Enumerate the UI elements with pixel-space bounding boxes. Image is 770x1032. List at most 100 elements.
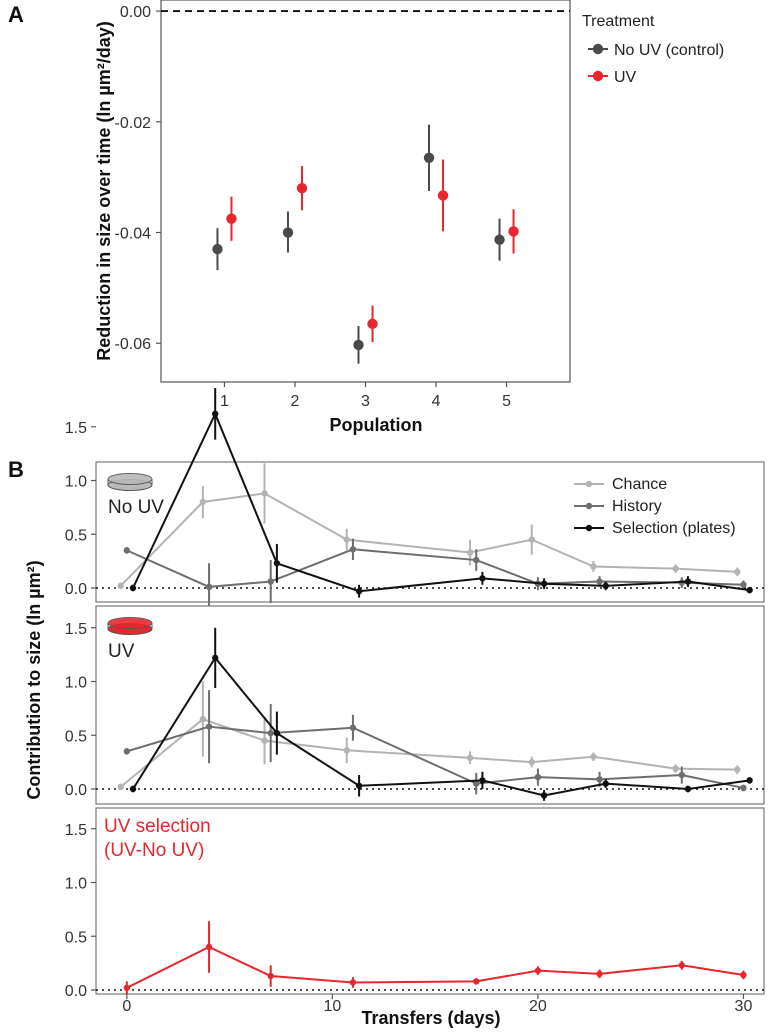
data-point <box>205 583 213 591</box>
legend-label: Selection (plates) <box>612 520 736 537</box>
data-point <box>596 578 603 585</box>
data-point <box>205 943 213 951</box>
y-tick-label: 1.0 <box>65 675 87 692</box>
data-point <box>734 766 741 773</box>
data-point <box>740 971 747 979</box>
data-point <box>473 978 480 985</box>
data-point <box>355 588 363 595</box>
data-point <box>672 565 679 572</box>
data-point <box>746 586 753 594</box>
data-point <box>123 547 131 554</box>
data-point <box>355 782 363 789</box>
data-point <box>540 792 548 799</box>
data-point <box>123 984 131 992</box>
panel-b-letter: B <box>8 457 24 482</box>
data-point <box>672 765 679 772</box>
y-tick-label: -0.04 <box>115 226 152 243</box>
data-point <box>596 970 603 978</box>
facet-frame <box>95 461 765 603</box>
data-point <box>494 234 505 245</box>
data-point <box>540 580 548 587</box>
data-point <box>746 777 753 784</box>
data-point <box>212 243 223 255</box>
data-point <box>466 549 474 556</box>
facet: 0.0 0.5 1.0 1.5 UV <box>65 605 765 805</box>
data-point <box>261 737 268 744</box>
data-point <box>205 723 213 730</box>
panel-a-letter: A <box>8 2 24 27</box>
x-tick-label: 20 <box>529 998 547 1015</box>
data-point <box>349 724 357 731</box>
facet-frame <box>95 807 765 995</box>
legend-dot <box>592 70 604 82</box>
data-point <box>678 771 685 779</box>
legend-label: Chance <box>612 476 667 493</box>
panel-a: 0.00 -0.02 -0.04 -0.06 1 2 3 4 5 Reduction in si… <box>94 0 724 435</box>
data-point <box>123 748 131 755</box>
petri-dish-icon <box>107 617 153 635</box>
data-point <box>528 758 535 766</box>
petri-dish-lid <box>107 617 153 629</box>
data-point <box>508 226 519 237</box>
data-point <box>602 780 609 787</box>
panel-a-plot-frame <box>160 0 571 383</box>
x-tick-label: 1 <box>220 393 229 410</box>
data-point <box>117 582 124 590</box>
data-point <box>534 967 542 974</box>
data-point <box>212 654 219 662</box>
y-tick-label: 1.0 <box>65 876 87 893</box>
data-point <box>296 183 308 194</box>
data-point <box>129 584 137 592</box>
data-point <box>473 556 480 564</box>
panel-b-legend: Chance History Selection (plates) <box>574 476 736 537</box>
y-tick-label: 0.5 <box>65 527 87 544</box>
data-point <box>273 560 281 567</box>
facet-label: UV selection <box>104 816 211 837</box>
panel-b-x-axis-title: Transfers (days) <box>361 1008 500 1028</box>
data-point <box>273 729 281 737</box>
panel-b: 0.0 0.5 1.0 1.5 No UV 0.0 0.5 1.0 1.5 UV 0.0 0.5 1.0… <box>24 388 765 1028</box>
data-point <box>473 780 480 787</box>
y-tick-label: -0.02 <box>115 115 152 132</box>
data-point <box>367 318 378 330</box>
x-tick-label: 2 <box>291 393 300 410</box>
y-tick-label: 1.5 <box>65 822 87 839</box>
data-point <box>684 785 692 793</box>
data-point <box>349 979 357 986</box>
x-tick-label: 30 <box>735 998 753 1015</box>
data-point <box>479 575 486 582</box>
data-point <box>590 563 597 570</box>
facet-label: No UV <box>108 497 164 518</box>
data-point <box>602 582 609 590</box>
data-point <box>343 536 350 543</box>
data-point <box>740 581 747 588</box>
facet: 0.0 0.5 1.0 1.5 No UV <box>65 388 765 611</box>
data-point <box>267 729 274 737</box>
data-point <box>226 213 237 224</box>
x-tick-label: 3 <box>361 393 370 410</box>
data-point <box>466 754 474 762</box>
data-point <box>117 783 124 791</box>
y-tick-label: 0.0 <box>65 581 87 598</box>
data-point <box>199 498 207 506</box>
data-point <box>261 490 268 497</box>
legend-label: No UV (control) <box>614 42 724 59</box>
y-tick-label: 1.0 <box>65 474 87 491</box>
x-axis: 0 10 20 30 <box>122 994 752 1015</box>
x-tick-label: 0 <box>122 998 131 1015</box>
data-point <box>343 747 350 754</box>
data-point <box>534 773 542 781</box>
legend-dot <box>585 502 593 510</box>
data-point <box>596 776 603 783</box>
facet-frame <box>95 605 765 805</box>
data-point <box>479 777 486 784</box>
y-tick-label: 0.0 <box>65 983 87 1000</box>
y-tick-label: 1.5 <box>65 621 87 638</box>
x-tick-label: 5 <box>502 393 511 410</box>
y-tick-label: 1.5 <box>65 420 87 437</box>
data-point <box>734 568 741 576</box>
data-point <box>740 784 747 792</box>
x-tick-label: 4 <box>432 393 441 410</box>
data-point <box>678 962 685 969</box>
data-point <box>528 536 535 543</box>
